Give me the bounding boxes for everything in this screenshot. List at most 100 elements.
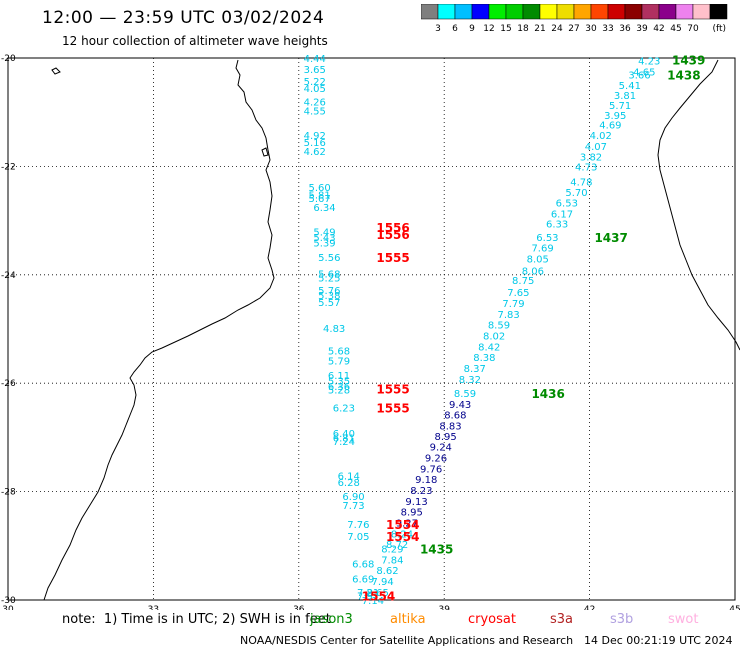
swh-value-label: 3.82	[580, 153, 602, 164]
legend-swot: swot	[668, 612, 699, 627]
swh-value-label: 8.32	[459, 375, 481, 386]
swh-value-label: 4.65	[633, 68, 655, 79]
x-tick-label: 30	[2, 605, 14, 610]
swh-value-label: 5.70	[565, 188, 587, 199]
pass-time-label: 1437	[594, 231, 627, 245]
swh-value-label: 8.68	[444, 411, 466, 422]
swh-value-label: 6.90	[342, 492, 364, 503]
swh-value-label: 9.18	[415, 475, 437, 486]
colorbar-tick-label: 30	[585, 24, 597, 34]
swh-value-label: 7.73	[342, 501, 364, 512]
swh-value-label: 4.44	[304, 54, 326, 65]
pass-time-label: 1555	[376, 251, 409, 265]
swh-value-label: 5.67	[308, 194, 330, 205]
swh-value-label: 8.95	[435, 432, 457, 443]
swh-value-label: 5.68	[328, 347, 350, 358]
swh-value-label: 7.79	[502, 299, 524, 310]
swh-value-label: 4.26	[304, 97, 326, 108]
colorbar-tick-label: 12	[483, 24, 494, 34]
y-tick-label: -26	[1, 379, 16, 389]
colorbar-tick-label: 36	[619, 24, 631, 34]
swh-value-label: 6.40	[333, 429, 355, 440]
swh-value-label: 8.59	[488, 321, 510, 332]
swh-value-label: 4.02	[590, 131, 612, 142]
swh-value-label: 5.60	[308, 183, 330, 194]
swh-value-label: 4.69	[599, 121, 621, 132]
swh-value-label: 4.55	[304, 107, 326, 118]
colorbar-tick-label: 3	[435, 24, 441, 34]
madagascar-coastline	[657, 59, 740, 351]
swh-value-label: 8.83	[439, 421, 461, 432]
swh-value-label: 4.05	[304, 84, 326, 95]
colorbar-tick-label: 24	[551, 24, 563, 34]
legend-s3b: s3b	[610, 612, 634, 627]
colorbar-tick-label: 70	[687, 24, 699, 34]
colorbar-tick-label: 9	[469, 24, 475, 34]
swh-value-label: 9.26	[425, 453, 447, 464]
swh-value-label: 7.69	[531, 244, 553, 255]
pass-time-label: 1439	[672, 54, 705, 68]
swh-value-label: 8.65	[367, 588, 389, 599]
coast-islet	[51, 67, 61, 75]
swh-value-label: 5.71	[609, 101, 631, 112]
swh-value-label: 7.05	[347, 532, 369, 543]
swh-value-label: 7.24	[333, 437, 355, 448]
plot-frame	[7, 57, 736, 601]
swh-value-label: 5.57	[318, 298, 340, 309]
swh-value-label: 8.72	[386, 540, 408, 551]
colorbar-unit: (ft)	[712, 24, 726, 34]
swh-value-label: 9.76	[420, 464, 442, 475]
swh-value-label: 7.21	[357, 588, 379, 599]
swh-value-label: 5.28	[328, 386, 350, 397]
swh-value-label: 8.05	[527, 255, 549, 266]
colorbar-tick-label: 33	[602, 24, 613, 34]
swh-value-label: 5.81	[308, 191, 330, 202]
colorbar-tick-label: 18	[517, 24, 529, 34]
swh-value-label: 3.81	[614, 91, 636, 102]
credit-line: NOAA/NESDIS Center for Satellite Applica…	[240, 634, 574, 647]
swh-value-label: 9.27	[396, 518, 418, 529]
pass-time-label: 1556	[376, 228, 409, 242]
x-tick-label: 39	[438, 605, 450, 610]
swh-value-label: 9.24	[430, 443, 452, 454]
swh-value-label: 5.43	[313, 233, 335, 244]
swh-value-label: 4.23	[638, 57, 660, 68]
swh-value-label: 7.76	[347, 520, 369, 531]
swh-value-label: 5.79	[328, 356, 350, 367]
swh-value-label: 3.66	[628, 70, 650, 81]
colorbar-legend: 3 6 9 12 15 18 21 24 27 30 33 36 39 42 45 70 (ft)	[421, 4, 728, 34]
pass-time-label: 1554	[386, 518, 419, 532]
legend-cryosat: cryosat	[468, 612, 516, 627]
african-coastline	[43, 59, 275, 601]
chart-title: 12:00 — 23:59 UTC 03/02/2024	[42, 8, 325, 28]
swh-value-label: 8.42	[478, 342, 500, 353]
swh-value-label: 6.53	[536, 233, 558, 244]
y-tick-label: -20	[1, 54, 16, 64]
map-plot: 30 33 36 39 42 45-20-22-24-26-28-30 4.443.655…	[1, 54, 740, 610]
x-tick-label: 45	[729, 605, 740, 610]
swh-value-label: 4.07	[585, 142, 607, 153]
swh-value-label: 6.36	[328, 382, 350, 393]
swh-value-label: 4.83	[323, 324, 345, 335]
swh-value-label: 7.97	[357, 592, 379, 603]
swh-value-label: 4.73	[575, 162, 597, 173]
colorbar-tick-label: 45	[670, 24, 681, 34]
swh-value-label: 5.39	[313, 238, 335, 249]
swh-value-label: 6.33	[546, 219, 568, 230]
grid-lines	[7, 57, 736, 601]
colorbar-tick-label: 15	[500, 24, 511, 34]
colorbar-swatch	[709, 4, 728, 20]
swh-value-label: 9.43	[449, 400, 471, 411]
swh-value-label: 8.38	[473, 353, 495, 364]
pass-time-label: 1555	[376, 402, 409, 416]
swh-value-label: 4.92	[304, 131, 326, 142]
swh-value-label: 6.53	[556, 199, 578, 210]
pass-time-label: 1554	[386, 530, 419, 544]
swh-value-label: 5.35	[328, 376, 350, 387]
legend-jason3: jason3	[310, 612, 353, 627]
colorbar-tick-label: 42	[653, 24, 664, 34]
y-tick-label: -22	[1, 162, 16, 172]
colorbar-tick-label: 27	[568, 24, 579, 34]
chart-subtitle: 12 hour collection of altimeter wave hei…	[62, 34, 328, 48]
